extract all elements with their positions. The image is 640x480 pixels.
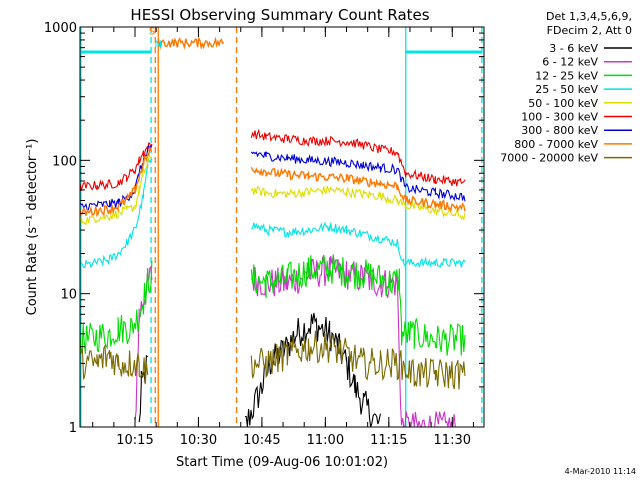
legend-label-6: 300 - 800 keV bbox=[521, 124, 598, 137]
y-axis-ticks: 1 10 100 1000 bbox=[44, 21, 484, 436]
x-tick-label-0: 10:15 bbox=[116, 433, 153, 448]
series-line-2 bbox=[79, 254, 466, 356]
y-tick-label-0: 1 bbox=[69, 421, 77, 436]
legend-label-2: 12 - 25 keV bbox=[535, 69, 598, 82]
legend-header-line-2: FDecim 2, Att 0 bbox=[547, 24, 632, 37]
chart-title: HESSI Observing Summary Count Rates bbox=[130, 6, 429, 24]
x-tick-label-5: 11:30 bbox=[434, 433, 471, 448]
y-tick-label-2: 100 bbox=[52, 154, 77, 169]
x-tick-label-1: 10:30 bbox=[180, 433, 217, 448]
series-line-0 bbox=[138, 312, 381, 428]
series-line-5 bbox=[79, 128, 466, 192]
plot-frame bbox=[79, 26, 485, 428]
flag-N: N bbox=[155, 40, 162, 51]
series-line-7 bbox=[79, 36, 466, 217]
legend-header-line-1: Det 1,3,4,5,6,9, bbox=[546, 10, 632, 23]
legend-label-4: 50 - 100 keV bbox=[528, 97, 598, 110]
series-line-4 bbox=[79, 155, 466, 226]
x-tick-label-4: 11:15 bbox=[370, 433, 407, 448]
y-axis-label: Count Rate (s⁻¹ detector⁻¹) bbox=[25, 139, 40, 316]
series-line-6 bbox=[79, 145, 466, 212]
x-axis-label: Start Time (09-Aug-06 10:01:02) bbox=[176, 455, 388, 470]
series-line-3 bbox=[79, 158, 466, 269]
flag-labels: SN bbox=[149, 26, 162, 50]
legend-label-0: 3 - 6 keV bbox=[549, 42, 598, 55]
series-line-8 bbox=[79, 330, 466, 390]
legend-label-3: 25 - 50 keV bbox=[535, 83, 598, 96]
x-tick-label-2: 10:45 bbox=[243, 433, 280, 448]
vertical-markers bbox=[80, 27, 483, 427]
legend-label-8: 7000 - 20000 keV bbox=[500, 152, 598, 165]
timestamp: 4-Mar-2010 11:14 bbox=[565, 467, 636, 476]
x-axis-ticks: 10:15 10:30 10:45 11:00 11:15 11:30 bbox=[92, 27, 474, 448]
y-tick-label-3: 1000 bbox=[44, 21, 77, 36]
flag-S: S bbox=[149, 26, 155, 37]
legend-label-1: 6 - 12 keV bbox=[542, 56, 598, 69]
legend-label-7: 800 - 7000 keV bbox=[514, 138, 598, 151]
data-series bbox=[79, 36, 466, 428]
x-tick-label-3: 11:00 bbox=[307, 433, 344, 448]
legend-label-5: 100 - 300 keV bbox=[521, 111, 598, 124]
y-tick-label-1: 10 bbox=[60, 288, 77, 303]
